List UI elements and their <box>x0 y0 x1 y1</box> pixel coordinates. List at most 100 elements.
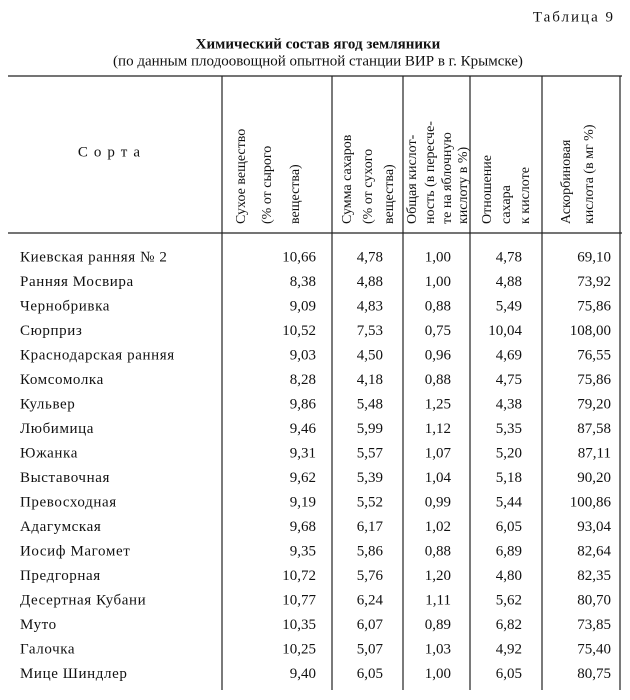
column-header: вещества) <box>288 164 303 224</box>
cell-value: 5,44 <box>496 494 523 510</box>
cell-value: 76,55 <box>577 347 611 363</box>
cell-value: 5,39 <box>357 470 383 486</box>
cell-value: 6,05 <box>496 519 522 535</box>
cell-value: 5,35 <box>496 421 522 437</box>
cell-value: 87,11 <box>578 445 611 461</box>
cell-value: 0,96 <box>425 347 452 363</box>
cell-value: 9,62 <box>290 470 316 486</box>
cell-value: 0,88 <box>425 298 451 314</box>
cell-value: 4,88 <box>496 274 522 290</box>
cell-value: 1,00 <box>425 274 451 290</box>
cell-value: 4,75 <box>496 372 522 388</box>
cell-value: 10,77 <box>282 592 316 608</box>
cell-value: 80,70 <box>577 592 611 608</box>
cell-value: 6,17 <box>357 519 384 535</box>
row-name: Сюрприз <box>20 323 82 339</box>
row-name: Галочка <box>20 641 75 657</box>
row-name: Южанка <box>20 445 78 461</box>
cell-value: 6,82 <box>496 617 522 633</box>
cell-value: 0,88 <box>425 543 451 559</box>
table-label: Таблица 9 <box>533 9 615 25</box>
cell-value: 9,03 <box>290 347 316 363</box>
row-name: Десертная Кубани <box>20 592 146 608</box>
row-name: Комсомолка <box>20 372 104 388</box>
cell-value: 6,89 <box>496 543 522 559</box>
column-header: (% от сырого <box>260 146 275 224</box>
column-header: Сорта <box>78 144 146 160</box>
cell-value: 0,99 <box>425 494 451 510</box>
column-header: кислота (в мг %) <box>582 124 597 224</box>
column-header: Сухое вещество <box>234 129 249 224</box>
cell-value: 5,52 <box>357 494 383 510</box>
cell-value: 4,88 <box>357 274 383 290</box>
column-header: вещества) <box>382 164 397 224</box>
column-header: ность (в пересче- <box>423 121 438 224</box>
column-header: те на яблочную <box>440 132 455 224</box>
column-header: Сумма сахаров <box>340 134 355 224</box>
column-header: Общая кислот- <box>405 134 420 224</box>
cell-value: 4,50 <box>357 347 383 363</box>
row-name: Адагумская <box>20 519 101 535</box>
column-header: к кислоте <box>518 167 533 224</box>
cell-value: 82,64 <box>577 543 611 559</box>
cell-value: 8,38 <box>290 274 316 290</box>
row-name: Чернобривка <box>20 298 110 314</box>
cell-value: 10,66 <box>282 249 316 265</box>
cell-value: 6,07 <box>357 617 384 633</box>
column-header: кислоту в %) <box>456 146 471 224</box>
cell-value: 9,31 <box>290 445 316 461</box>
column-header: сахара <box>499 184 514 224</box>
cell-value: 1,07 <box>425 445 452 461</box>
cell-value: 10,52 <box>282 323 316 339</box>
row-name: Любимица <box>20 421 94 437</box>
cell-value: 9,09 <box>290 298 316 314</box>
cell-value: 6,24 <box>357 592 384 608</box>
cell-value: 5,07 <box>357 641 384 657</box>
cell-value: 0,89 <box>425 617 451 633</box>
column-header: Отношение <box>480 155 495 224</box>
cell-value: 82,35 <box>577 568 611 584</box>
cell-value: 73,92 <box>577 274 611 290</box>
cell-value: 5,49 <box>496 298 522 314</box>
cell-value: 10,25 <box>282 641 316 657</box>
cell-value: 1,12 <box>425 421 451 437</box>
cell-value: 5,57 <box>357 445 384 461</box>
cell-value: 6,05 <box>496 666 522 682</box>
row-name: Превосходная <box>20 494 117 510</box>
cell-value: 90,20 <box>577 470 611 486</box>
cell-value: 69,10 <box>577 249 611 265</box>
cell-value: 9,68 <box>290 519 316 535</box>
cell-value: 93,04 <box>577 519 611 535</box>
row-name: Ранняя Мосвира <box>20 274 134 290</box>
cell-value: 1,03 <box>425 641 451 657</box>
cell-value: 5,48 <box>357 396 383 412</box>
cell-value: 4,92 <box>496 641 522 657</box>
cell-value: 1,00 <box>425 666 451 682</box>
cell-value: 4,69 <box>496 347 522 363</box>
cell-value: 75,86 <box>577 298 611 314</box>
cell-value: 1,04 <box>425 470 452 486</box>
column-header: (% от сухого <box>361 149 376 224</box>
table-subtitle: (по данным плодоовощной опытной станции … <box>113 53 523 69</box>
cell-value: 9,40 <box>290 666 316 682</box>
cell-value: 100,86 <box>570 494 612 510</box>
row-name: Краснодарская ранняя <box>20 347 175 363</box>
cell-value: 10,35 <box>282 617 316 633</box>
cell-value: 5,76 <box>357 568 384 584</box>
cell-value: 4,80 <box>496 568 522 584</box>
cell-value: 1,00 <box>425 249 451 265</box>
cell-value: 4,78 <box>496 249 522 265</box>
cell-value: 10,72 <box>282 568 316 584</box>
cell-value: 4,83 <box>357 298 383 314</box>
cell-value: 4,78 <box>357 249 383 265</box>
row-name: Выставочная <box>20 470 110 486</box>
table-title: Химический состав ягод земляники <box>196 36 441 52</box>
cell-value: 5,86 <box>357 543 384 559</box>
row-name: Мице Шиндлер <box>20 666 127 682</box>
cell-value: 5,62 <box>496 592 522 608</box>
cell-value: 87,58 <box>577 421 611 437</box>
row-name: Кульвер <box>20 396 75 412</box>
cell-value: 5,18 <box>496 470 522 486</box>
row-name: Предгорная <box>20 568 101 584</box>
cell-value: 9,35 <box>290 543 316 559</box>
